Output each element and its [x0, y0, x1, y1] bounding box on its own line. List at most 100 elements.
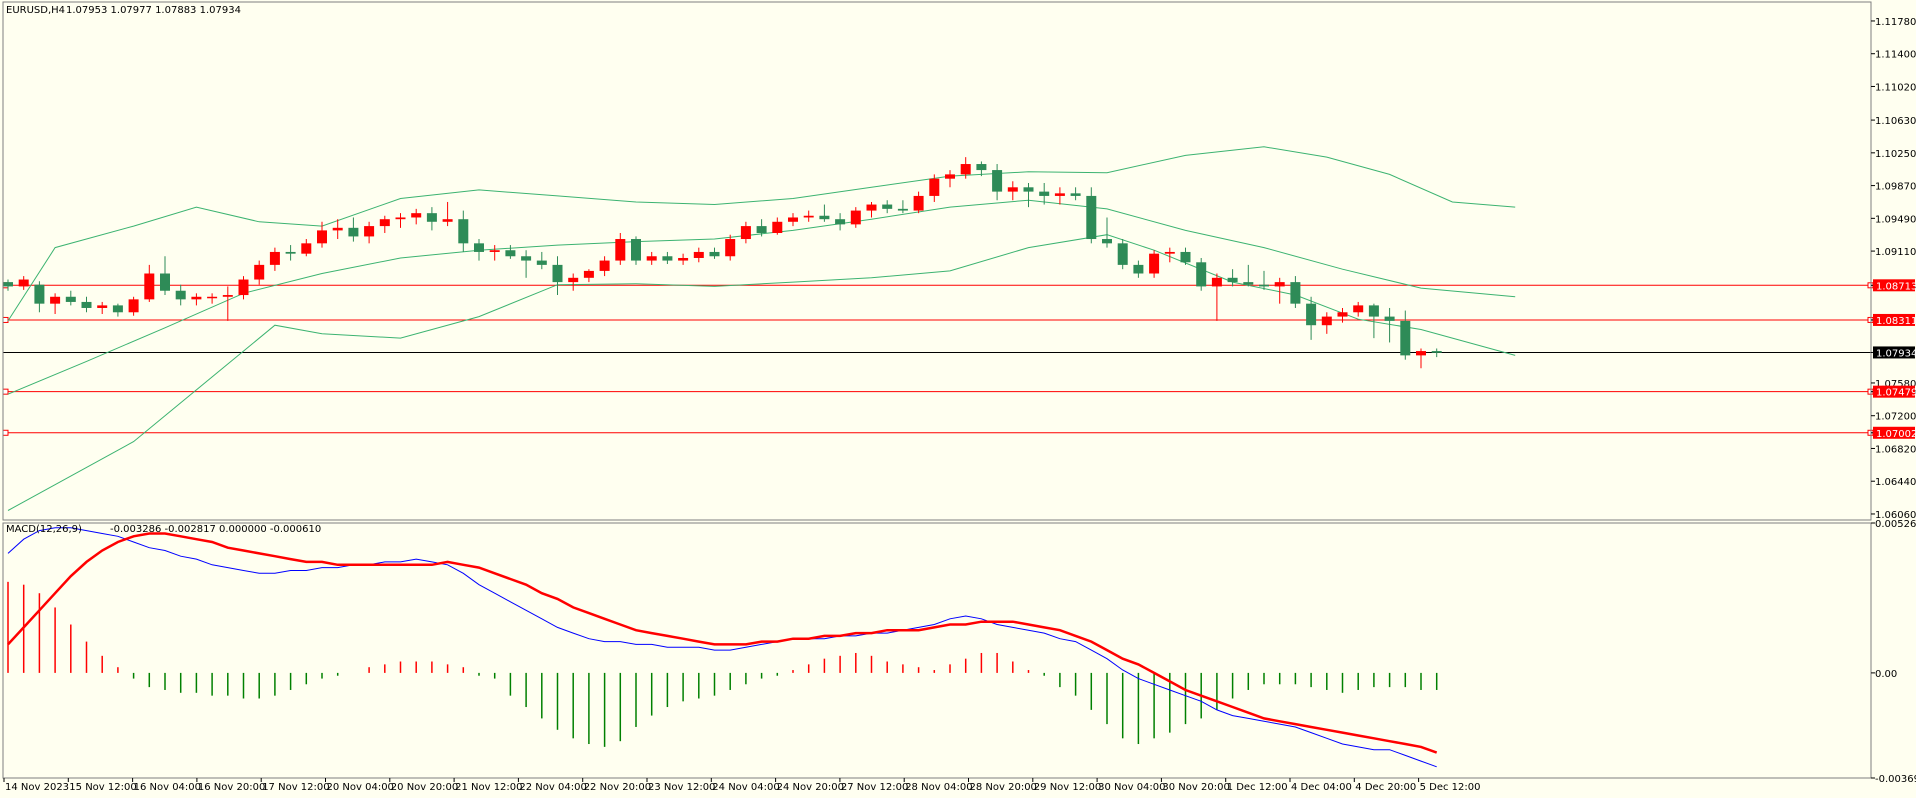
bearish-candle[interactable] — [81, 296, 92, 313]
bullish-candle[interactable] — [97, 301, 108, 315]
bearish-candle[interactable] — [1400, 310, 1411, 360]
bullish-candle[interactable] — [50, 293, 61, 315]
level-handle[interactable] — [2, 429, 9, 436]
bullish-candle[interactable] — [678, 253, 689, 265]
bullish-candle[interactable] — [364, 221, 375, 244]
bearish-candle[interactable] — [1431, 348, 1442, 358]
bearish-candle[interactable] — [474, 239, 484, 261]
bullish-candle[interactable] — [960, 157, 971, 179]
bullish-candle[interactable] — [191, 293, 202, 306]
bullish-candle[interactable] — [269, 247, 280, 271]
bearish-candle[interactable] — [1039, 182, 1050, 205]
bearish-candle[interactable] — [426, 207, 437, 231]
bullish-candle[interactable] — [301, 239, 312, 257]
bullish-candle[interactable] — [1274, 277, 1285, 304]
bullish-candle[interactable] — [1007, 181, 1018, 201]
bullish-candle[interactable] — [772, 217, 783, 235]
bullish-candle[interactable] — [788, 213, 798, 227]
bullish-candle[interactable] — [740, 221, 751, 244]
bullish-candle[interactable] — [803, 210, 814, 222]
bullish-candle[interactable] — [317, 221, 327, 248]
bearish-candle[interactable] — [1117, 239, 1128, 270]
bearish-candle[interactable] — [709, 247, 720, 259]
bullish-candle[interactable] — [254, 260, 265, 285]
bearish-candle[interactable] — [835, 213, 846, 231]
level-handle[interactable] — [2, 316, 9, 323]
bearish-candle[interactable] — [976, 161, 987, 177]
bearish-candle[interactable] — [1259, 270, 1269, 290]
bearish-candle[interactable] — [3, 279, 13, 291]
bullish-candle[interactable] — [866, 201, 877, 218]
bearish-candle[interactable] — [1290, 276, 1301, 308]
macd-readout: -0.003286 -0.002817 0.000000 -0.000610 — [110, 524, 321, 535]
bearish-candle[interactable] — [1368, 303, 1379, 339]
bearish-candle[interactable] — [1306, 296, 1317, 340]
bearish-candle[interactable] — [285, 245, 296, 261]
bullish-candle[interactable] — [332, 219, 343, 240]
bearish-candle[interactable] — [536, 251, 547, 270]
bearish-candle[interactable] — [521, 250, 532, 278]
bearish-candle[interactable] — [631, 236, 641, 265]
bullish-candle[interactable] — [1353, 301, 1364, 317]
bearish-candle[interactable] — [112, 303, 123, 317]
macd-pane[interactable] — [7, 527, 1438, 768]
bullish-candle[interactable] — [1337, 307, 1348, 323]
bullish-candle[interactable] — [929, 174, 940, 202]
bullish-candle[interactable] — [379, 215, 390, 233]
bearish-candle[interactable] — [505, 245, 516, 259]
bearish-candle[interactable] — [34, 281, 45, 313]
bearish-candle[interactable] — [1070, 187, 1081, 201]
bearish-candle[interactable] — [175, 284, 186, 306]
bearish-candle[interactable] — [662, 251, 673, 265]
bearish-candle[interactable] — [65, 290, 76, 306]
bullish-candle[interactable] — [442, 201, 453, 227]
bullish-candle[interactable] — [1149, 250, 1160, 278]
bearish-candle[interactable] — [458, 210, 469, 252]
bearish-candle[interactable] — [1243, 264, 1254, 287]
bearish-candle[interactable] — [992, 164, 1003, 201]
bullish-candle[interactable] — [489, 245, 500, 261]
bullish-candle[interactable] — [207, 293, 218, 304]
bullish-candle[interactable] — [599, 256, 610, 277]
bearish-candle[interactable] — [552, 256, 563, 296]
price-pane[interactable] — [2, 146, 1874, 511]
bearish-candle[interactable] — [897, 200, 908, 214]
bearish-candle[interactable] — [1196, 257, 1207, 291]
bullish-candle[interactable] — [128, 296, 139, 316]
bullish-candle[interactable] — [238, 276, 249, 300]
bullish-candle[interactable] — [1164, 247, 1175, 263]
bullish-candle[interactable] — [222, 286, 233, 321]
bullish-candle[interactable] — [1416, 348, 1426, 369]
bearish-candle[interactable] — [1102, 217, 1112, 248]
bullish-candle[interactable] — [913, 191, 924, 214]
bullish-candle[interactable] — [583, 269, 594, 283]
bullish-candle[interactable] — [693, 247, 704, 263]
candle-body — [474, 243, 484, 252]
bullish-candle[interactable] — [615, 232, 626, 265]
bullish-candle[interactable] — [395, 213, 406, 228]
bullish-candle[interactable] — [411, 208, 422, 225]
bearish-candle[interactable] — [1086, 187, 1097, 244]
level-handle[interactable] — [2, 388, 9, 395]
bullish-candle[interactable] — [1054, 187, 1065, 205]
bearish-candle[interactable] — [1384, 307, 1395, 343]
bullish-candle[interactable] — [18, 276, 29, 290]
bullish-candle[interactable] — [646, 251, 657, 265]
bearish-candle[interactable] — [1023, 182, 1034, 208]
bearish-candle[interactable] — [882, 200, 893, 214]
bearish-candle[interactable] — [1180, 247, 1191, 265]
bullish-candle[interactable] — [144, 264, 155, 302]
bearish-candle[interactable] — [160, 256, 170, 296]
bullish-candle[interactable] — [1211, 273, 1222, 321]
bearish-candle[interactable] — [1227, 269, 1238, 287]
bullish-candle[interactable] — [945, 170, 955, 188]
bullish-candle[interactable] — [1321, 312, 1332, 334]
bearish-candle[interactable] — [348, 217, 359, 242]
bullish-candle[interactable] — [725, 234, 736, 261]
bearish-candle[interactable] — [1133, 260, 1144, 278]
bearish-candle[interactable] — [819, 204, 830, 222]
bearish-candle[interactable] — [756, 219, 767, 237]
bullish-candle[interactable] — [850, 207, 861, 228]
bullish-candle[interactable] — [568, 273, 579, 291]
